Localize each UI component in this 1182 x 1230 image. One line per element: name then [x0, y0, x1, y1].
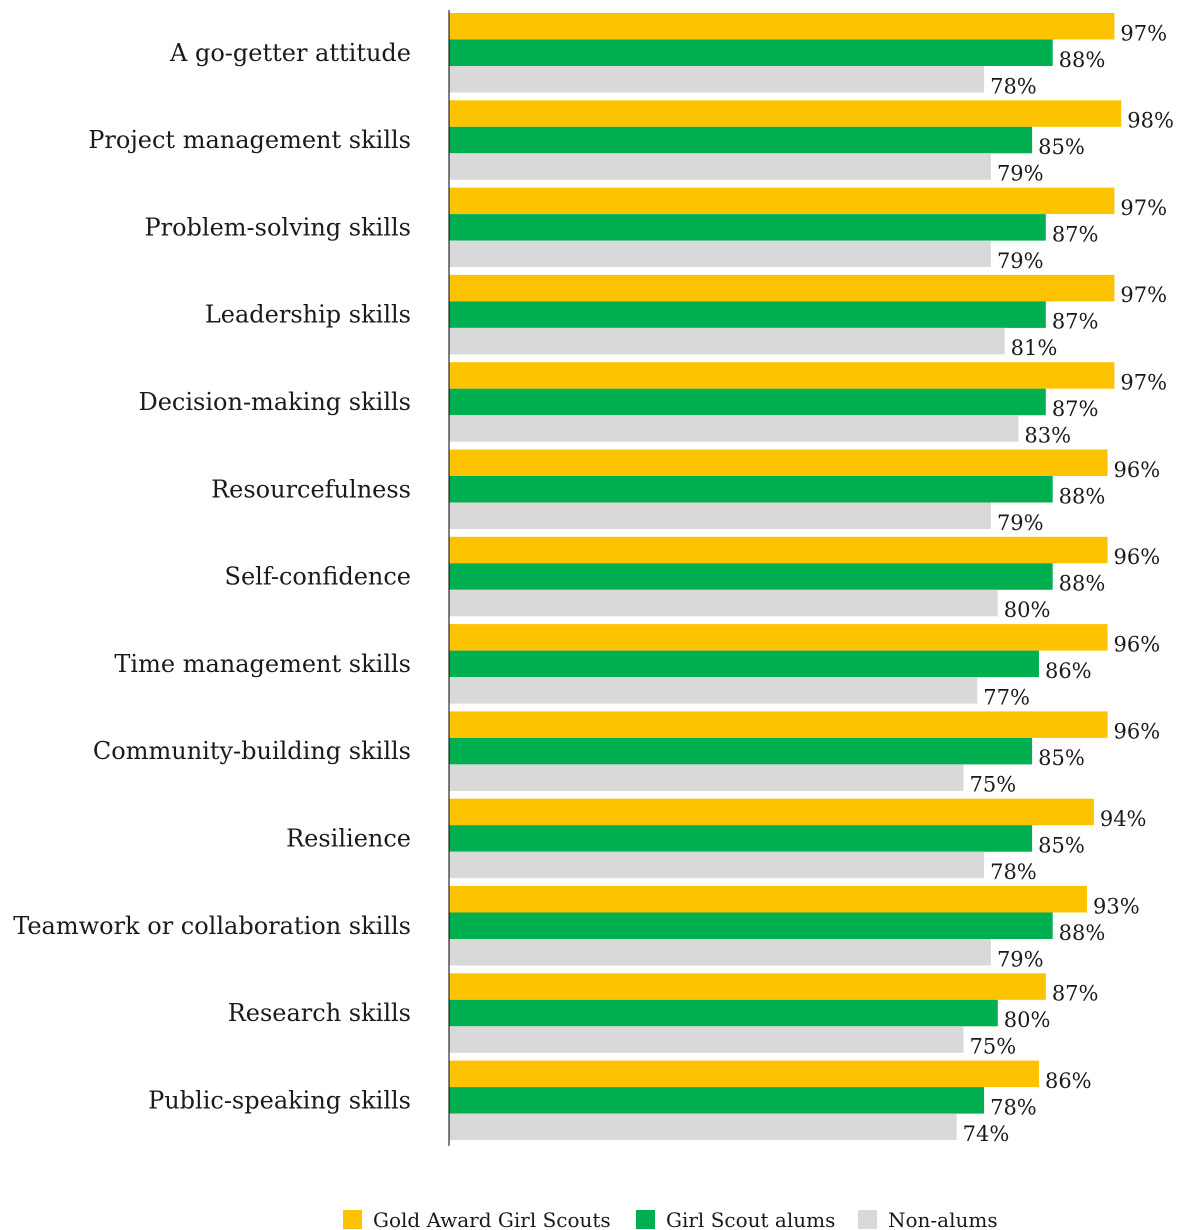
- data-label: 75%: [970, 773, 1017, 797]
- bar: [449, 677, 978, 704]
- category-label: Problem-solving skills: [144, 213, 411, 241]
- category-label: Project management skills: [88, 126, 411, 154]
- bar: [449, 624, 1108, 651]
- bar: [449, 39, 1053, 66]
- bar: [449, 711, 1108, 738]
- bar: [449, 764, 964, 791]
- data-label: 78%: [990, 860, 1037, 884]
- data-label: 78%: [990, 1095, 1037, 1119]
- bar: [449, 973, 1046, 1000]
- legend-swatch: [858, 1210, 877, 1229]
- bar: [449, 999, 998, 1027]
- bar: [449, 650, 1039, 678]
- bar: [449, 126, 1033, 154]
- category-label: Community-building skills: [93, 737, 411, 765]
- bar: [449, 187, 1115, 215]
- bar: [449, 851, 985, 879]
- bar: [449, 362, 1115, 389]
- data-label: 86%: [1045, 1069, 1092, 1093]
- bar: [449, 1087, 985, 1114]
- data-label: 87%: [1052, 222, 1099, 246]
- data-label: 96%: [1114, 632, 1161, 656]
- category-label: A go-getter attitude: [169, 39, 411, 67]
- bar: [449, 502, 991, 529]
- data-label: 96%: [1114, 458, 1161, 482]
- bar: [449, 66, 985, 93]
- legend-swatch: [636, 1210, 655, 1229]
- data-label: 94%: [1100, 807, 1147, 831]
- data-label: 96%: [1114, 545, 1161, 569]
- data-label: 78%: [990, 74, 1037, 98]
- data-label: 87%: [1052, 982, 1099, 1006]
- data-label: 98%: [1127, 109, 1174, 133]
- data-label: 85%: [1038, 135, 1085, 159]
- data-label: 86%: [1045, 659, 1092, 683]
- category-label: Teamwork or collaboration skills: [13, 912, 411, 940]
- data-label: 88%: [1059, 484, 1106, 508]
- bar: [449, 563, 1053, 590]
- data-label: 97%: [1120, 21, 1167, 45]
- data-label: 81%: [1011, 336, 1058, 360]
- bar: [449, 301, 1046, 328]
- category-label: Decision-making skills: [138, 388, 411, 416]
- category-label: Time management skills: [114, 650, 411, 678]
- bar: [449, 912, 1053, 939]
- data-label: 79%: [997, 947, 1044, 971]
- bar: [449, 274, 1115, 302]
- data-label: 79%: [997, 249, 1044, 273]
- bar: [449, 13, 1115, 40]
- bar: [449, 825, 1033, 852]
- legend-label: Girl Scout alums: [666, 1208, 835, 1230]
- bar: [449, 153, 991, 180]
- data-label: 88%: [1059, 48, 1106, 72]
- bar: [449, 1026, 964, 1053]
- legend-label: Gold Award Girl Scouts: [373, 1208, 611, 1230]
- data-label: 83%: [1024, 423, 1071, 447]
- category-label: Resourcefulness: [211, 475, 411, 503]
- category-label: Leadership skills: [205, 301, 411, 329]
- data-label: 87%: [1052, 397, 1099, 421]
- data-label: 79%: [997, 511, 1044, 535]
- bar: [449, 886, 1087, 913]
- bar: [449, 327, 1005, 355]
- data-label: 97%: [1120, 370, 1167, 394]
- category-label: Self-confidence: [225, 563, 411, 591]
- data-label: 79%: [997, 162, 1044, 186]
- data-label: 85%: [1038, 746, 1085, 770]
- data-label: 74%: [963, 1122, 1010, 1146]
- data-label: 96%: [1114, 720, 1161, 744]
- bar: [449, 476, 1053, 503]
- data-label: 87%: [1052, 310, 1099, 334]
- data-label: 88%: [1059, 921, 1106, 945]
- bar: [449, 1113, 957, 1141]
- bar: [449, 536, 1108, 564]
- category-label: Public-speaking skills: [148, 1086, 411, 1114]
- data-label: 97%: [1120, 283, 1167, 307]
- bar: [449, 100, 1122, 127]
- bar: [449, 388, 1046, 416]
- bar: [449, 1060, 1039, 1088]
- data-label: 88%: [1059, 572, 1106, 596]
- category-label: Resilience: [286, 824, 411, 852]
- data-label: 85%: [1038, 833, 1085, 857]
- bar: [449, 589, 998, 617]
- bar: [449, 798, 1094, 826]
- bar: [449, 939, 991, 966]
- bar: [449, 240, 991, 268]
- data-label: 93%: [1093, 894, 1140, 918]
- data-label: 75%: [970, 1035, 1017, 1059]
- category-label: Research skills: [228, 999, 411, 1027]
- data-label: 80%: [1004, 598, 1051, 622]
- bar: [449, 415, 1019, 442]
- legend-swatch: [343, 1210, 362, 1229]
- data-label: 80%: [1004, 1008, 1051, 1032]
- bar: [449, 449, 1108, 476]
- bar: [449, 737, 1033, 765]
- data-label: 97%: [1120, 196, 1167, 220]
- bar: [449, 214, 1046, 241]
- data-label: 77%: [983, 685, 1030, 709]
- legend-label: Non-alums: [888, 1208, 998, 1230]
